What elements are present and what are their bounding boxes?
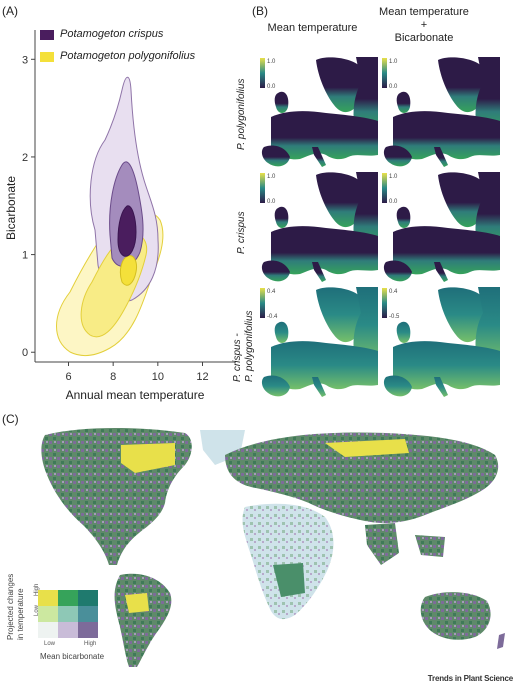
- cb-top-tick: 1.0: [389, 59, 398, 65]
- cb-top-tick: 1.0: [267, 174, 276, 180]
- colorbar: [260, 288, 265, 318]
- cb-top-tick: 0.4: [267, 289, 276, 295]
- cb-bottom-tick: -0.4: [267, 314, 278, 320]
- bivariate-legend-cell: [38, 590, 58, 606]
- colorbar: [382, 288, 387, 318]
- new-zealand: [497, 633, 505, 649]
- legend-label-crispus: Potamogeton crispus: [60, 28, 164, 40]
- eurasia: [225, 432, 499, 523]
- south-asia: [365, 523, 399, 565]
- panel-b-maps: 1.0 0.0 1.0 0.0 1.0 0.0 1.0 0.0 0.4 -0.4…: [256, 55, 500, 397]
- bivariate-legend-cell: [58, 590, 78, 606]
- cb-bottom-tick: 0.0: [389, 199, 398, 205]
- map-polygonifolius-temp-bicarb: 1.0 0.0: [378, 55, 500, 167]
- cb-bottom-tick: 0.0: [389, 84, 398, 90]
- bivariate-legend-cell: [58, 606, 78, 622]
- y-axis-label: Bicarbonate: [4, 175, 18, 240]
- bivariate-legend-y-label: Projected changes in temperature: [6, 573, 25, 640]
- africa: [242, 503, 334, 620]
- map-difference-temp: 0.4 -0.4: [256, 285, 378, 397]
- x-tick-label: 10: [152, 371, 164, 383]
- bivariate-legend-cell: [58, 622, 78, 638]
- cb-top-tick: 1.0: [267, 59, 276, 65]
- north-america-yellow-region: [121, 443, 175, 473]
- world-map: [41, 428, 505, 667]
- cb-top-tick: 0.4: [389, 289, 398, 295]
- panel-b-label: (B): [252, 4, 268, 18]
- legend-high-x: High: [84, 641, 97, 647]
- map-difference-temp-bicarb: 0.4 -0.5: [378, 285, 500, 397]
- row-label-crispus: P. crispus: [236, 211, 247, 254]
- col-header-mean-temp-bicarbonate: Mean temperature + Bicarbonate: [379, 6, 469, 44]
- colorbar: [382, 173, 387, 203]
- bivariate-legend-grid: [38, 590, 98, 638]
- legend-high-y: High: [34, 583, 40, 596]
- col-header-mean-temp: Mean temperature: [267, 22, 358, 34]
- bivariate-legend-cell: [78, 590, 98, 606]
- legend-swatch-polygonifolius: [40, 52, 54, 62]
- colorbar: [382, 58, 387, 88]
- colorbar: [260, 58, 265, 88]
- cb-bottom-tick: 0.0: [267, 84, 276, 90]
- legend-label-polygonifolius: Potamogeton polygonifolius: [60, 50, 196, 62]
- map-crispus-temp-bicarb: 1.0 0.0: [378, 170, 500, 282]
- legend-low-y: Low: [34, 604, 40, 616]
- bivariate-legend-cell: [38, 606, 58, 622]
- bivariate-legend-cell: [78, 606, 98, 622]
- y-tick-label: 2: [22, 152, 28, 164]
- bivariate-legend-cell: [78, 622, 98, 638]
- cb-bottom-tick: -0.5: [389, 314, 400, 320]
- panel-a-label: (A): [2, 4, 18, 18]
- south-america-yellow-region: [125, 593, 149, 613]
- row-label-polygonifolius: P. polygonifolius: [236, 78, 247, 150]
- x-tick-label: 6: [65, 371, 71, 383]
- journal-footer: Trends in Plant Science: [427, 674, 513, 683]
- south-america: [114, 573, 172, 667]
- australia: [420, 592, 491, 640]
- legend-low-x: Low: [44, 641, 56, 647]
- bivariate-legend-x-label: Mean bicarbonate: [40, 652, 105, 661]
- crispus-contour-inner: [117, 205, 137, 257]
- y-tick-label: 3: [22, 54, 28, 66]
- map-polygonifolius-temp: 1.0 0.0: [256, 55, 378, 167]
- y-tick-label: 1: [22, 250, 28, 262]
- map-crispus-temp: 1.0 0.0: [256, 170, 378, 282]
- y-tick-label: 0: [22, 347, 28, 359]
- polygonifolius-contour-inner: [119, 255, 137, 286]
- x-tick-label: 12: [196, 371, 208, 383]
- southeast-asia: [415, 535, 445, 557]
- cb-bottom-tick: 0.0: [267, 199, 276, 205]
- eurasia-yellow-region: [325, 439, 409, 457]
- cb-top-tick: 1.0: [389, 174, 398, 180]
- panel-c-label: (C): [2, 412, 19, 426]
- x-tick-label: 8: [110, 371, 116, 383]
- africa-central-green: [273, 563, 305, 597]
- x-axis-label: Annual mean temperature: [65, 388, 205, 402]
- bivariate-legend-cell: [38, 622, 58, 638]
- colorbar: [260, 173, 265, 203]
- legend-swatch-crispus: [40, 30, 54, 40]
